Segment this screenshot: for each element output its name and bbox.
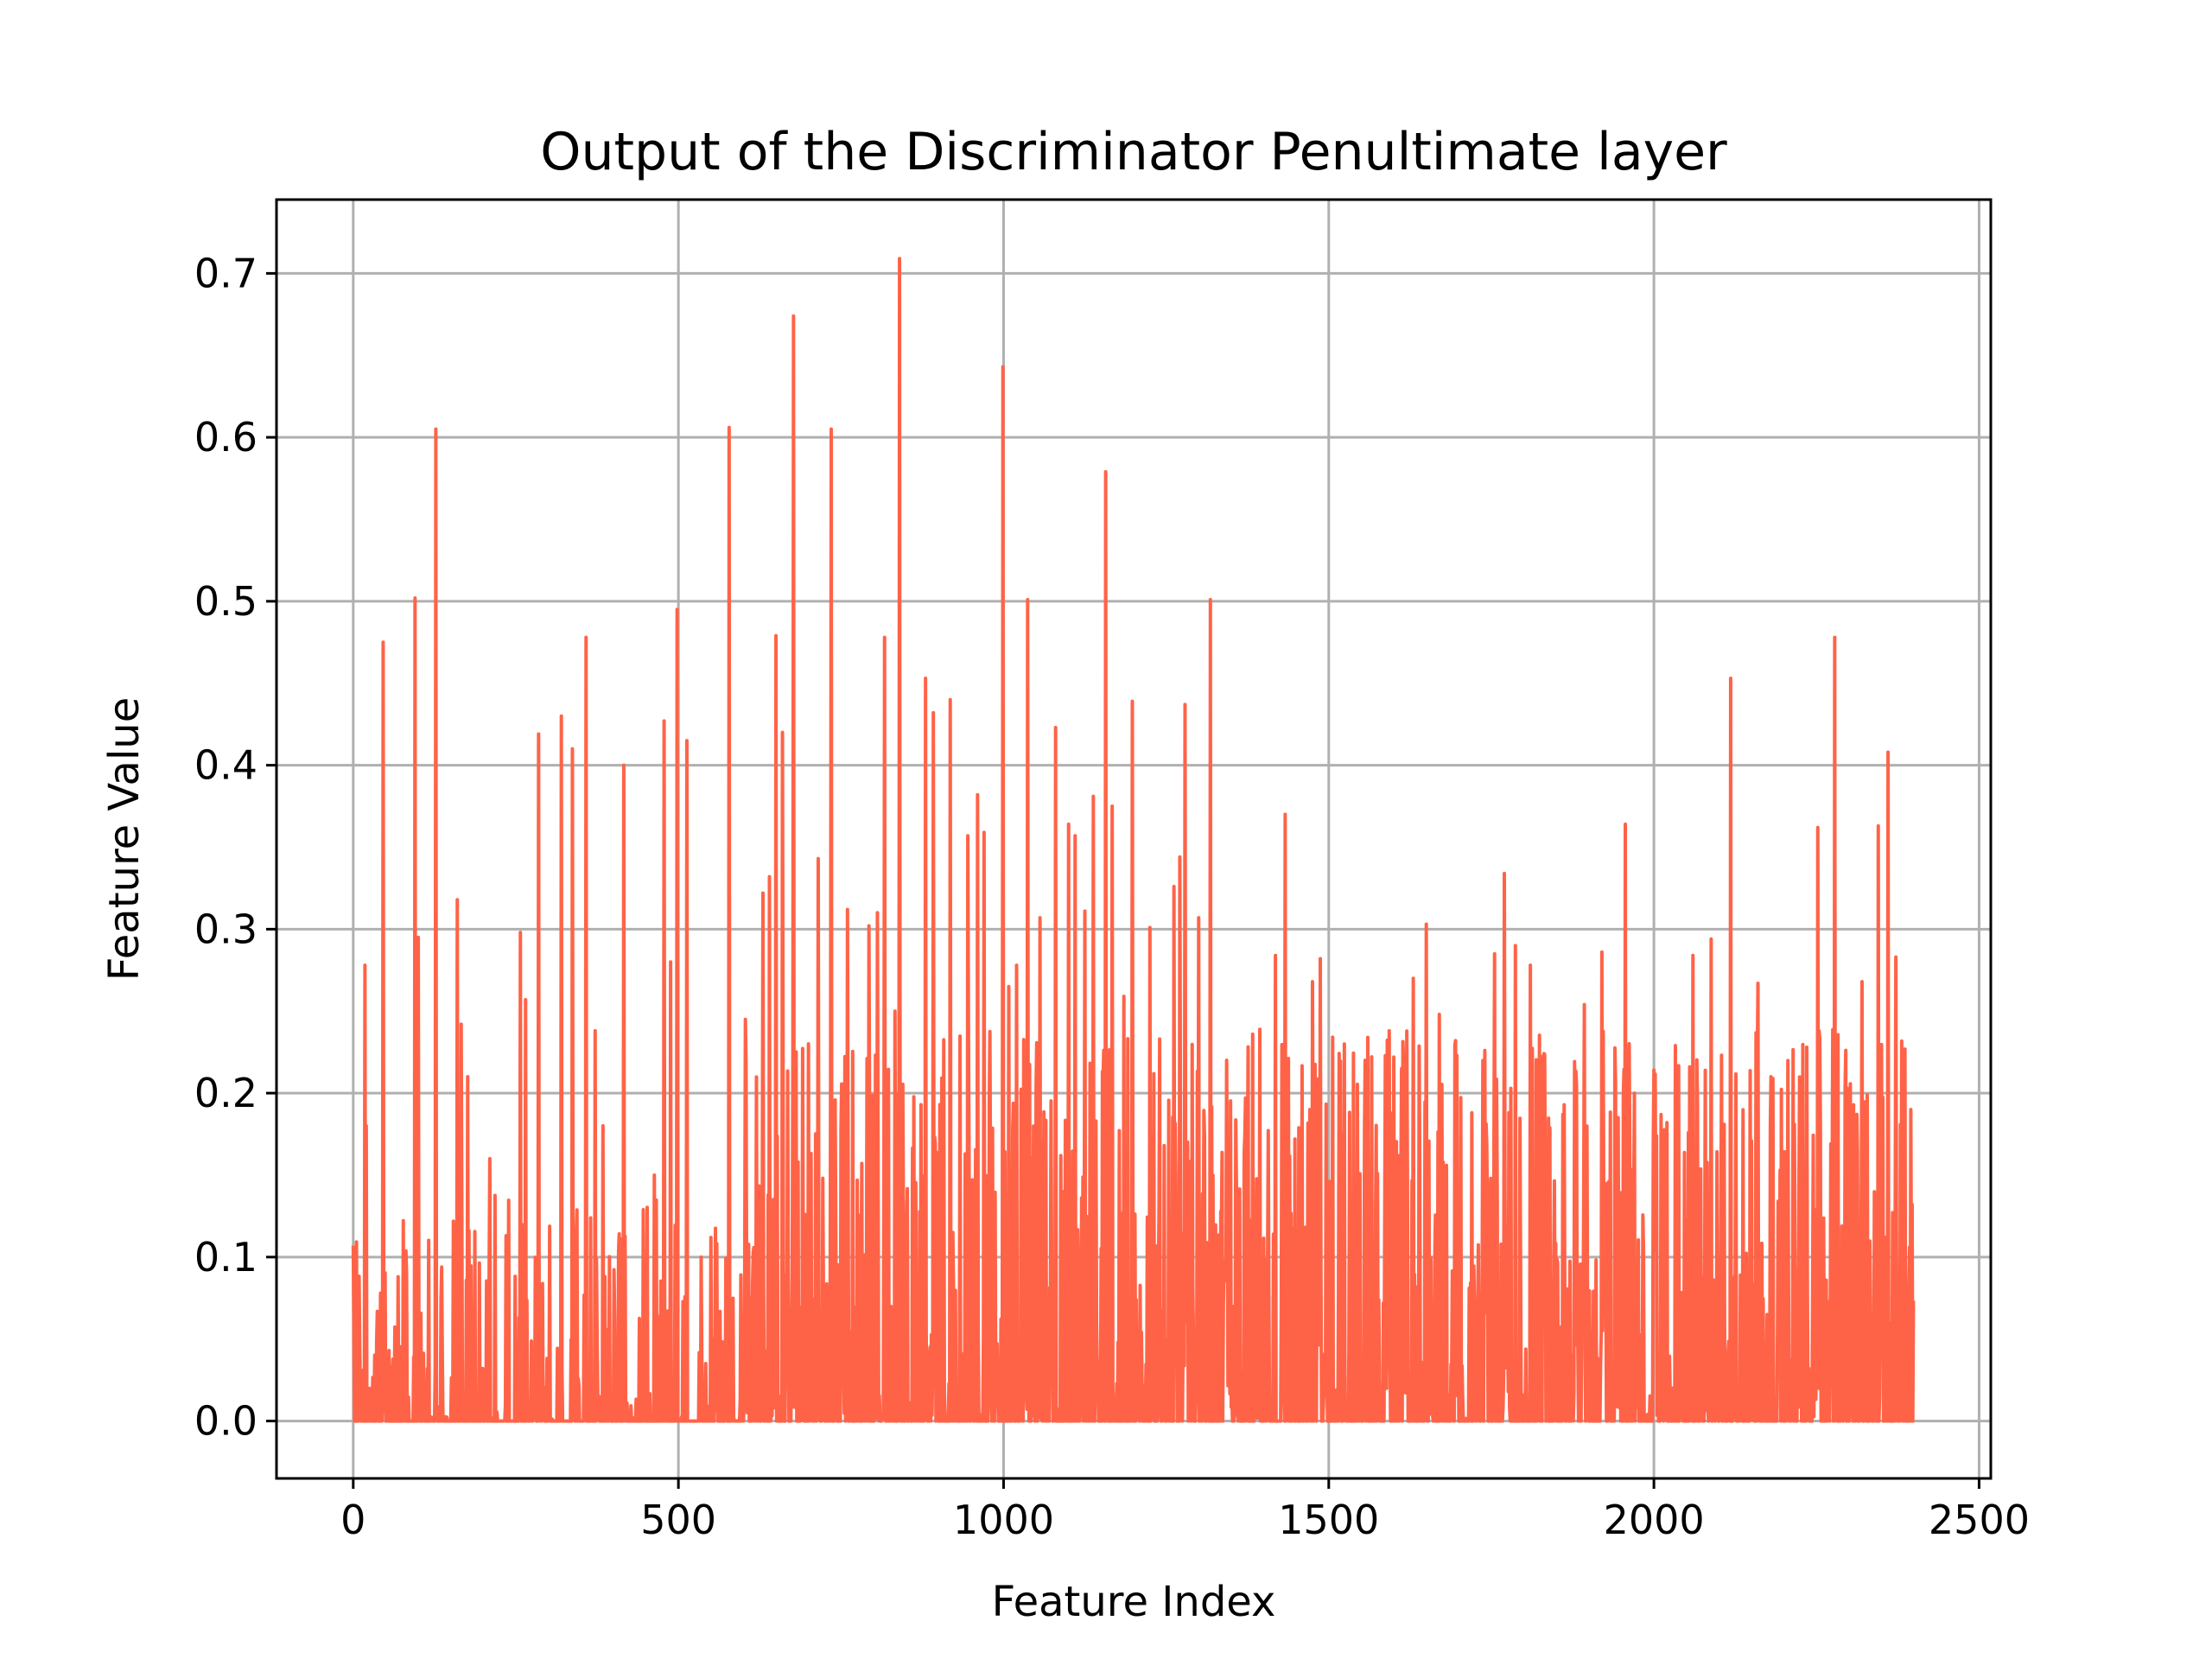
series-line-area bbox=[351, 257, 1916, 1423]
y-tick-label: 0.1 bbox=[194, 1234, 257, 1281]
x-tick-label: 1500 bbox=[1278, 1497, 1379, 1543]
x-tick-label: 2000 bbox=[1604, 1497, 1705, 1543]
x-axis-label: Feature Index bbox=[992, 1578, 1276, 1626]
y-tick-label: 0.3 bbox=[194, 906, 257, 952]
y-tick-label: 0.6 bbox=[194, 414, 257, 461]
plot-frame bbox=[275, 198, 1993, 1480]
axis-ticks: 0 500 1000 1500 2000 2500 0.0 0.1 0.2 0.3 0.4 0.5 0.… bbox=[194, 250, 2030, 1543]
feature-value-series-line bbox=[351, 257, 1916, 1423]
chart-title: Output of the Discriminator Penultimate … bbox=[540, 122, 1727, 182]
y-axis-label: Feature Value bbox=[100, 697, 149, 981]
y-tick-label: 0.4 bbox=[194, 742, 257, 789]
x-tick-label: 2500 bbox=[1929, 1497, 2030, 1543]
y-tick-label: 0.5 bbox=[194, 578, 257, 625]
x-tick-label: 0 bbox=[340, 1497, 365, 1543]
x-tick-label: 1000 bbox=[953, 1497, 1054, 1543]
x-tick-label: 500 bbox=[640, 1497, 716, 1543]
y-tick-label: 0.0 bbox=[194, 1398, 257, 1445]
y-tick-label: 0.2 bbox=[194, 1070, 257, 1116]
y-tick-label: 0.7 bbox=[194, 250, 257, 296]
